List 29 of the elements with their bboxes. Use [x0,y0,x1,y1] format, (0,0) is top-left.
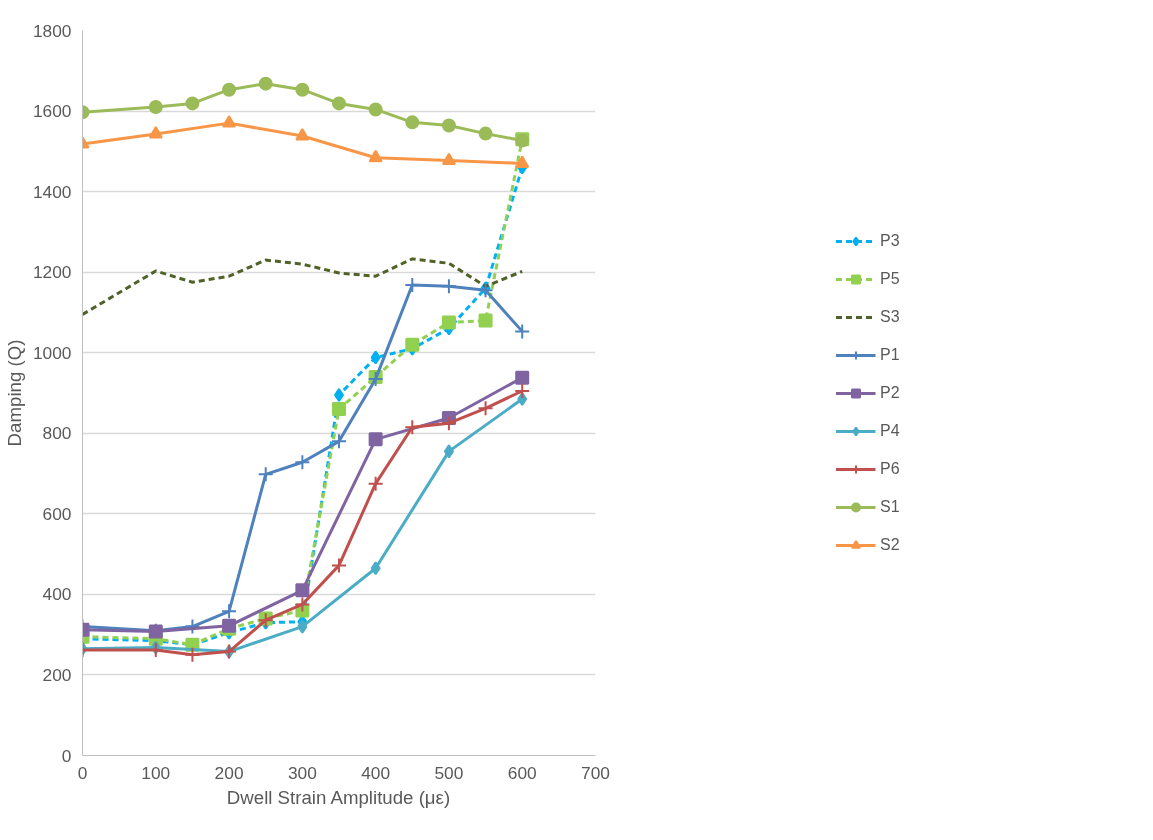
legend-label: P6 [880,459,900,478]
x-tick-label: 500 [434,762,464,783]
legend-label: S2 [880,535,900,554]
x-tick-label: 0 [77,762,88,783]
x-tick-label: 200 [214,762,244,783]
legend-label: P3 [880,231,900,250]
x-tick-label: 300 [287,762,317,783]
y-tick-label: 1400 [32,181,72,202]
y-tick-label: 200 [42,664,72,685]
y-tick-label: 1600 [32,101,72,122]
y-tick-label: 1800 [32,20,72,41]
y-tick-label: 1200 [32,262,72,283]
x-axis-title: Dwell Strain Amplitude (με) [226,786,451,808]
legend-label: P5 [880,269,900,288]
x-tick-label: 100 [141,762,171,783]
y-tick-label: 1000 [32,342,72,363]
y-tick-label: 800 [42,423,72,444]
x-tick-label: 700 [581,762,610,783]
y-tick-label: 600 [42,503,72,524]
legend-label: P2 [880,383,900,402]
y-tick-label: 0 [61,745,72,766]
legend-label: S3 [880,307,900,326]
legend-label: P1 [880,345,900,364]
y-tick-label: 400 [42,584,72,605]
x-tick-label: 400 [361,762,391,783]
legend-label: P4 [880,421,900,440]
legend-label: S1 [880,497,900,516]
x-tick-label: 600 [507,762,537,783]
y-axis-title: Damping (Q) [3,339,25,447]
